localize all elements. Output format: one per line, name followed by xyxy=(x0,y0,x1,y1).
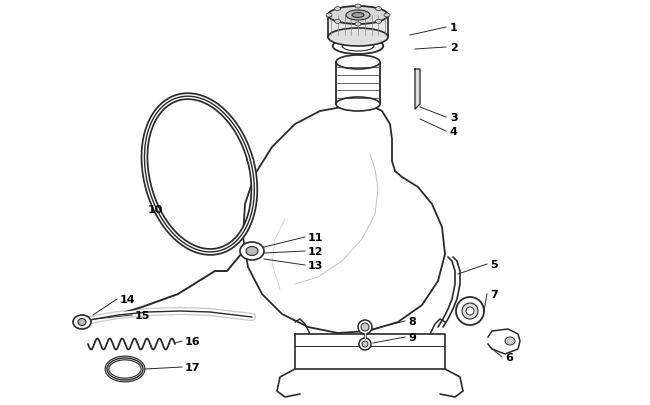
Ellipse shape xyxy=(384,14,390,18)
Ellipse shape xyxy=(352,13,364,19)
Ellipse shape xyxy=(240,243,264,260)
Ellipse shape xyxy=(355,23,361,27)
Ellipse shape xyxy=(78,319,86,326)
Ellipse shape xyxy=(335,8,341,12)
Text: 12: 12 xyxy=(308,246,324,256)
Ellipse shape xyxy=(73,315,91,329)
Ellipse shape xyxy=(326,14,332,18)
Text: 5: 5 xyxy=(490,259,498,269)
Text: 2: 2 xyxy=(450,43,458,53)
Ellipse shape xyxy=(336,56,380,70)
Ellipse shape xyxy=(328,7,388,25)
Text: 7: 7 xyxy=(490,289,498,299)
Ellipse shape xyxy=(359,338,371,350)
Polygon shape xyxy=(415,70,420,110)
Ellipse shape xyxy=(358,320,372,334)
Text: 10: 10 xyxy=(148,205,163,215)
Polygon shape xyxy=(488,329,520,354)
Ellipse shape xyxy=(376,20,382,24)
Ellipse shape xyxy=(336,98,380,112)
Ellipse shape xyxy=(505,337,515,345)
Ellipse shape xyxy=(462,303,478,319)
Ellipse shape xyxy=(376,8,382,12)
Polygon shape xyxy=(328,16,388,38)
Text: 4: 4 xyxy=(450,127,458,136)
Ellipse shape xyxy=(456,297,484,325)
Text: 16: 16 xyxy=(185,336,201,346)
Text: 13: 13 xyxy=(308,260,324,270)
Text: 14: 14 xyxy=(120,294,136,304)
Ellipse shape xyxy=(362,341,368,347)
Text: 17: 17 xyxy=(185,362,200,372)
Ellipse shape xyxy=(355,5,361,9)
Text: 3: 3 xyxy=(450,113,458,123)
Text: 9: 9 xyxy=(408,332,416,342)
Polygon shape xyxy=(243,103,445,333)
Ellipse shape xyxy=(342,42,374,52)
Text: 11: 11 xyxy=(308,232,324,243)
Ellipse shape xyxy=(346,11,370,21)
Text: 8: 8 xyxy=(408,316,416,326)
Ellipse shape xyxy=(466,307,474,315)
Text: 1: 1 xyxy=(450,23,458,33)
Polygon shape xyxy=(295,334,445,369)
Ellipse shape xyxy=(328,29,388,47)
Text: 6: 6 xyxy=(505,352,513,362)
Ellipse shape xyxy=(246,247,258,256)
Ellipse shape xyxy=(333,39,384,55)
Text: 15: 15 xyxy=(135,310,150,320)
Ellipse shape xyxy=(361,323,369,331)
Ellipse shape xyxy=(335,20,341,24)
